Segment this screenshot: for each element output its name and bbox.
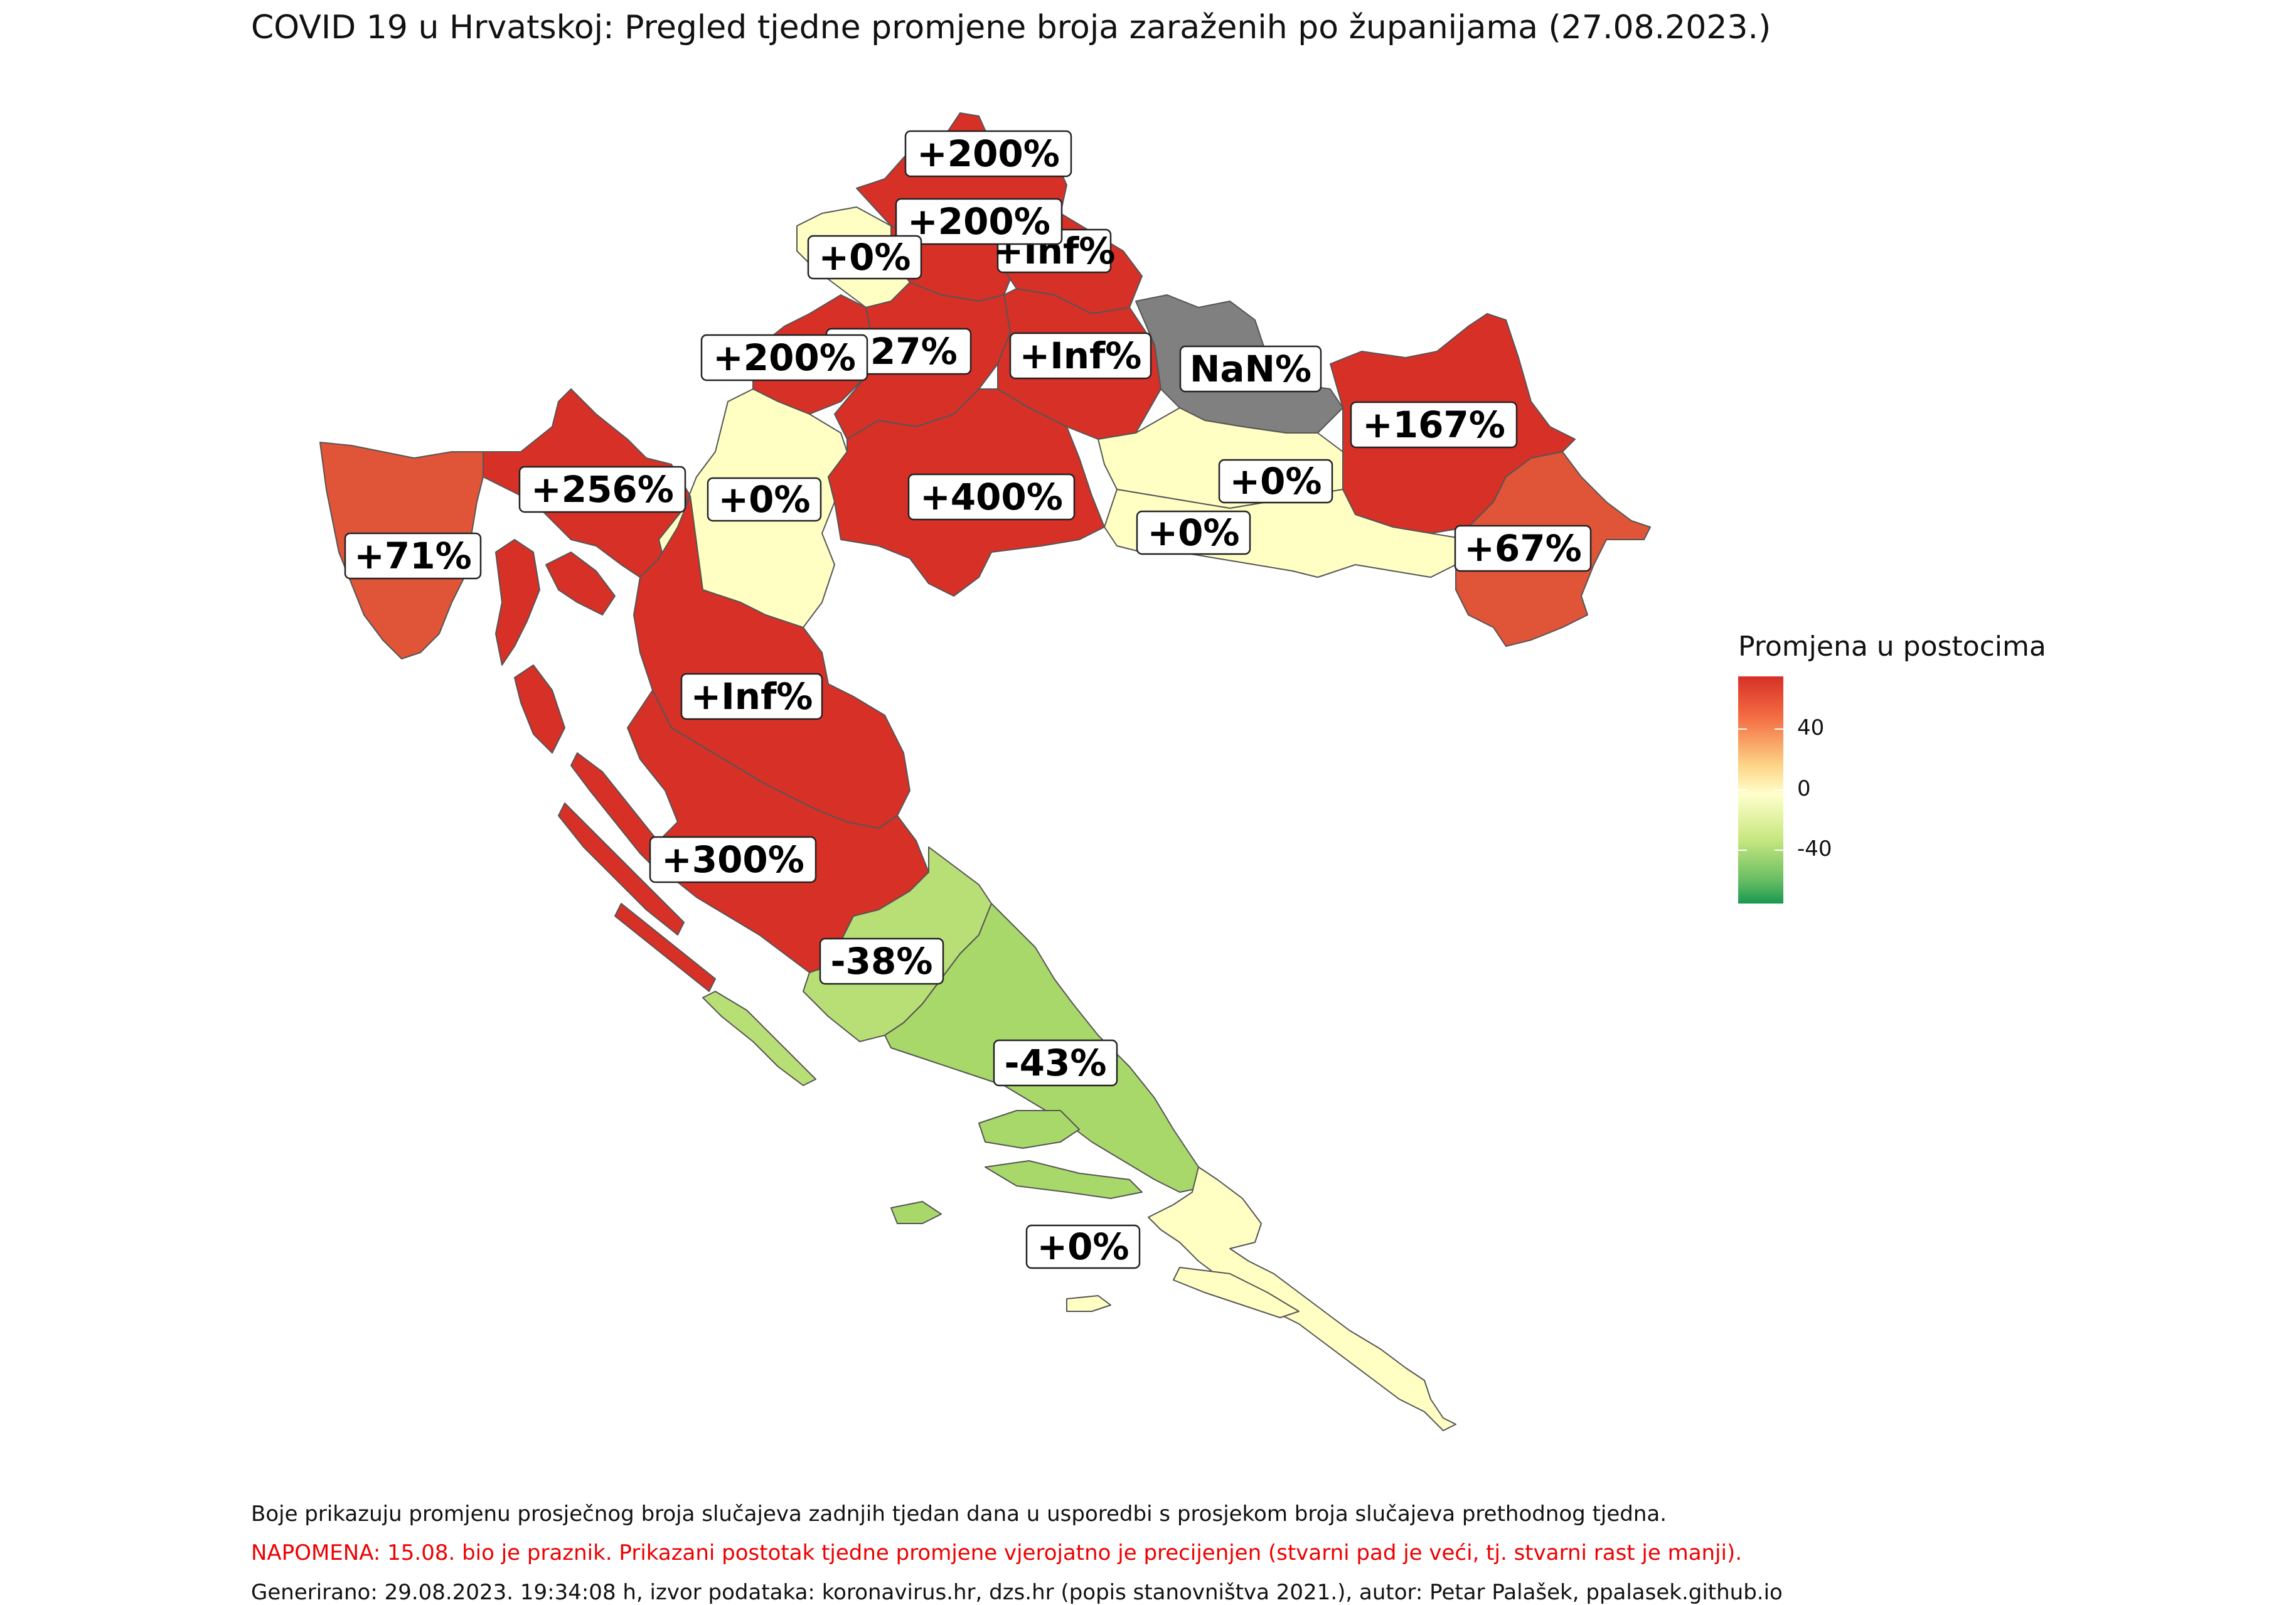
map-label: +300%	[649, 836, 817, 883]
svg-text:+0%: +0%	[1147, 511, 1239, 554]
map-label: +0%	[1025, 1224, 1141, 1269]
map-label: +Inf%	[680, 673, 823, 720]
legend-tick-label: 40	[1797, 715, 1825, 740]
svg-text:+400%: +400%	[920, 476, 1063, 518]
county-region	[890, 1201, 942, 1224]
svg-text:+167%: +167%	[1362, 403, 1505, 446]
county-region	[1148, 1166, 1456, 1431]
legend-tick	[1738, 850, 1747, 851]
svg-text:+0%: +0%	[1229, 460, 1322, 503]
county-region	[495, 539, 540, 666]
map-label: NaN%	[1179, 345, 1322, 393]
svg-text:+300%: +300%	[661, 838, 804, 881]
legend-tick	[1775, 728, 1783, 730]
map-label: +Inf%	[1009, 332, 1152, 380]
caption-note: NAPOMENA: 15.08. bio je praznik. Prikaza…	[251, 1540, 1743, 1565]
map-label: +256%	[518, 466, 686, 513]
county-region	[1173, 1267, 1300, 1318]
legend-tick	[1775, 789, 1783, 791]
county-region	[978, 1110, 1080, 1149]
map-label: +71%	[344, 532, 482, 580]
map-label: +0%	[1218, 459, 1333, 504]
legend-tick-label: -40	[1797, 836, 1832, 861]
svg-text:+Inf%: +Inf%	[691, 675, 813, 718]
map-label: +0%	[807, 235, 922, 280]
county-region	[1066, 1295, 1111, 1312]
county-region	[702, 991, 816, 1086]
county-region	[614, 903, 716, 992]
map-label: +400%	[907, 473, 1076, 521]
chart-title: COVID 19 u Hrvatskoj: Pregled tjedne pro…	[251, 9, 1771, 46]
map-label: -38%	[819, 937, 944, 985]
legend-tick-label: 0	[1797, 776, 1811, 801]
map-label: -43%	[993, 1039, 1118, 1087]
legend-tick	[1775, 850, 1783, 851]
svg-text:-43%: -43%	[1005, 1042, 1107, 1084]
svg-text:+256%: +256%	[531, 468, 674, 511]
svg-text:-38%: -38%	[831, 940, 933, 983]
legend-tick	[1738, 789, 1747, 791]
svg-text:+0%: +0%	[1037, 1225, 1129, 1268]
svg-text:+0%: +0%	[818, 236, 910, 279]
map-label: +200%	[904, 130, 1072, 178]
svg-text:+71%: +71%	[354, 535, 471, 577]
map-label: +67%	[1454, 525, 1592, 572]
map-label: +200%	[895, 198, 1063, 245]
svg-text:+200%: +200%	[907, 200, 1050, 243]
map-label: +200%	[700, 334, 868, 381]
legend-tick	[1738, 728, 1747, 730]
caption-source: Generirano: 29.08.2023. 19:34:08 h, izvo…	[251, 1580, 1783, 1605]
svg-text:+200%: +200%	[713, 336, 856, 379]
legend-title: Promjena u postocima	[1738, 631, 2046, 663]
county-region	[985, 1160, 1143, 1199]
map-label: +0%	[1136, 510, 1251, 555]
svg-text:+Inf%: +Inf%	[1020, 334, 1142, 377]
county-region	[514, 664, 565, 754]
map-label: +167%	[1350, 401, 1518, 449]
caption-description: Boje prikazuju promjenu prosječnog broja…	[251, 1501, 1667, 1527]
county-region	[545, 552, 616, 616]
svg-text:+200%: +200%	[917, 132, 1060, 175]
svg-text:+67%: +67%	[1464, 527, 1581, 570]
map-label: +0%	[707, 477, 822, 522]
svg-text:+0%: +0%	[718, 478, 810, 521]
svg-text:NaN%: NaN%	[1190, 348, 1311, 390]
county-region	[558, 802, 685, 936]
